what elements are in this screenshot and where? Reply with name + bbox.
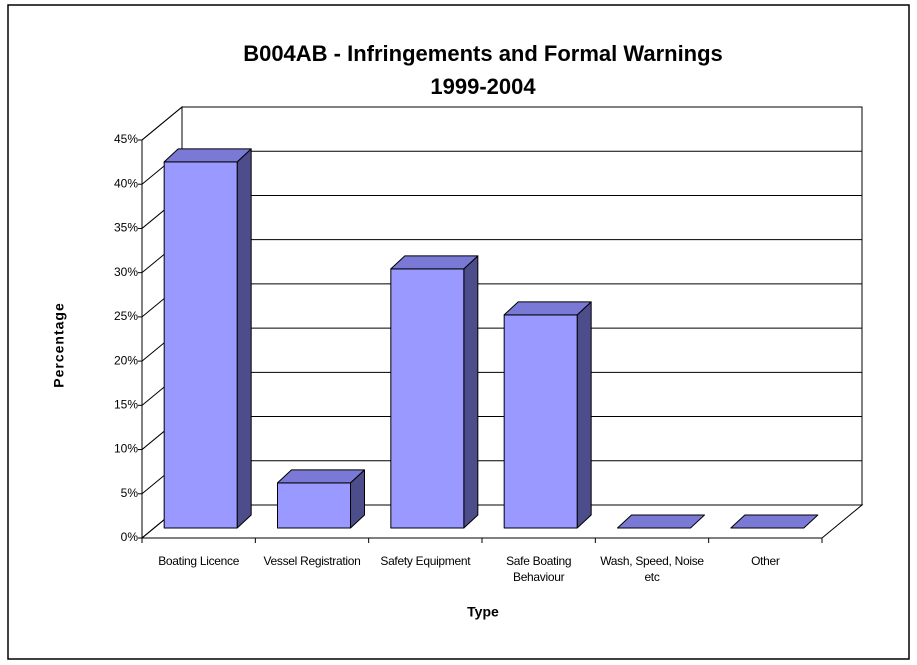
bar-front <box>390 268 465 529</box>
x-tick-label: Vessel Registration <box>263 554 361 568</box>
x-tick-label: Wash, Speed, Noise etc <box>600 554 704 584</box>
chart-title: B004AB - Infringements and Formal Warnin… <box>243 41 723 66</box>
x-tick-label: Other <box>751 554 780 568</box>
bar-front <box>163 161 238 529</box>
y-tick-label: 30% <box>114 265 138 279</box>
y-tick-label: 15% <box>114 398 138 412</box>
y-tick-label: 35% <box>114 221 138 235</box>
bar <box>163 148 252 529</box>
bar-front <box>277 482 351 529</box>
y-tick-label: 0% <box>121 530 139 544</box>
bar <box>617 514 705 529</box>
grid-line <box>141 106 183 141</box>
bar <box>730 514 819 529</box>
y-tick-label: 25% <box>114 309 138 323</box>
y-tick-label: 40% <box>114 176 138 190</box>
bar-top <box>277 469 365 484</box>
bar <box>390 255 479 529</box>
x-tick-label: Safe Boating Behaviour <box>506 554 572 584</box>
y-tick-label: 10% <box>114 442 138 456</box>
x-tick-label: Boating Licence <box>158 554 240 568</box>
bar <box>277 469 365 529</box>
x-axis-label: Type <box>467 604 499 620</box>
bar-top <box>390 255 479 270</box>
bar-top <box>617 514 705 529</box>
bar <box>503 301 592 529</box>
y-axis-label: Percentage <box>51 302 67 387</box>
x-tick-label: Safety Equipment <box>380 554 471 568</box>
y-tick-label: 20% <box>114 353 138 367</box>
bar-side <box>236 148 252 529</box>
bar-top <box>730 514 819 529</box>
bar-top <box>163 148 252 163</box>
bar-top <box>503 301 592 316</box>
y-tick-label: 5% <box>121 486 139 500</box>
chart-subtitle: 1999-2004 <box>430 74 536 99</box>
bar-side <box>463 255 479 529</box>
bar-front <box>503 314 578 529</box>
y-tick-label: 45% <box>114 132 138 146</box>
bar-side <box>576 301 592 529</box>
